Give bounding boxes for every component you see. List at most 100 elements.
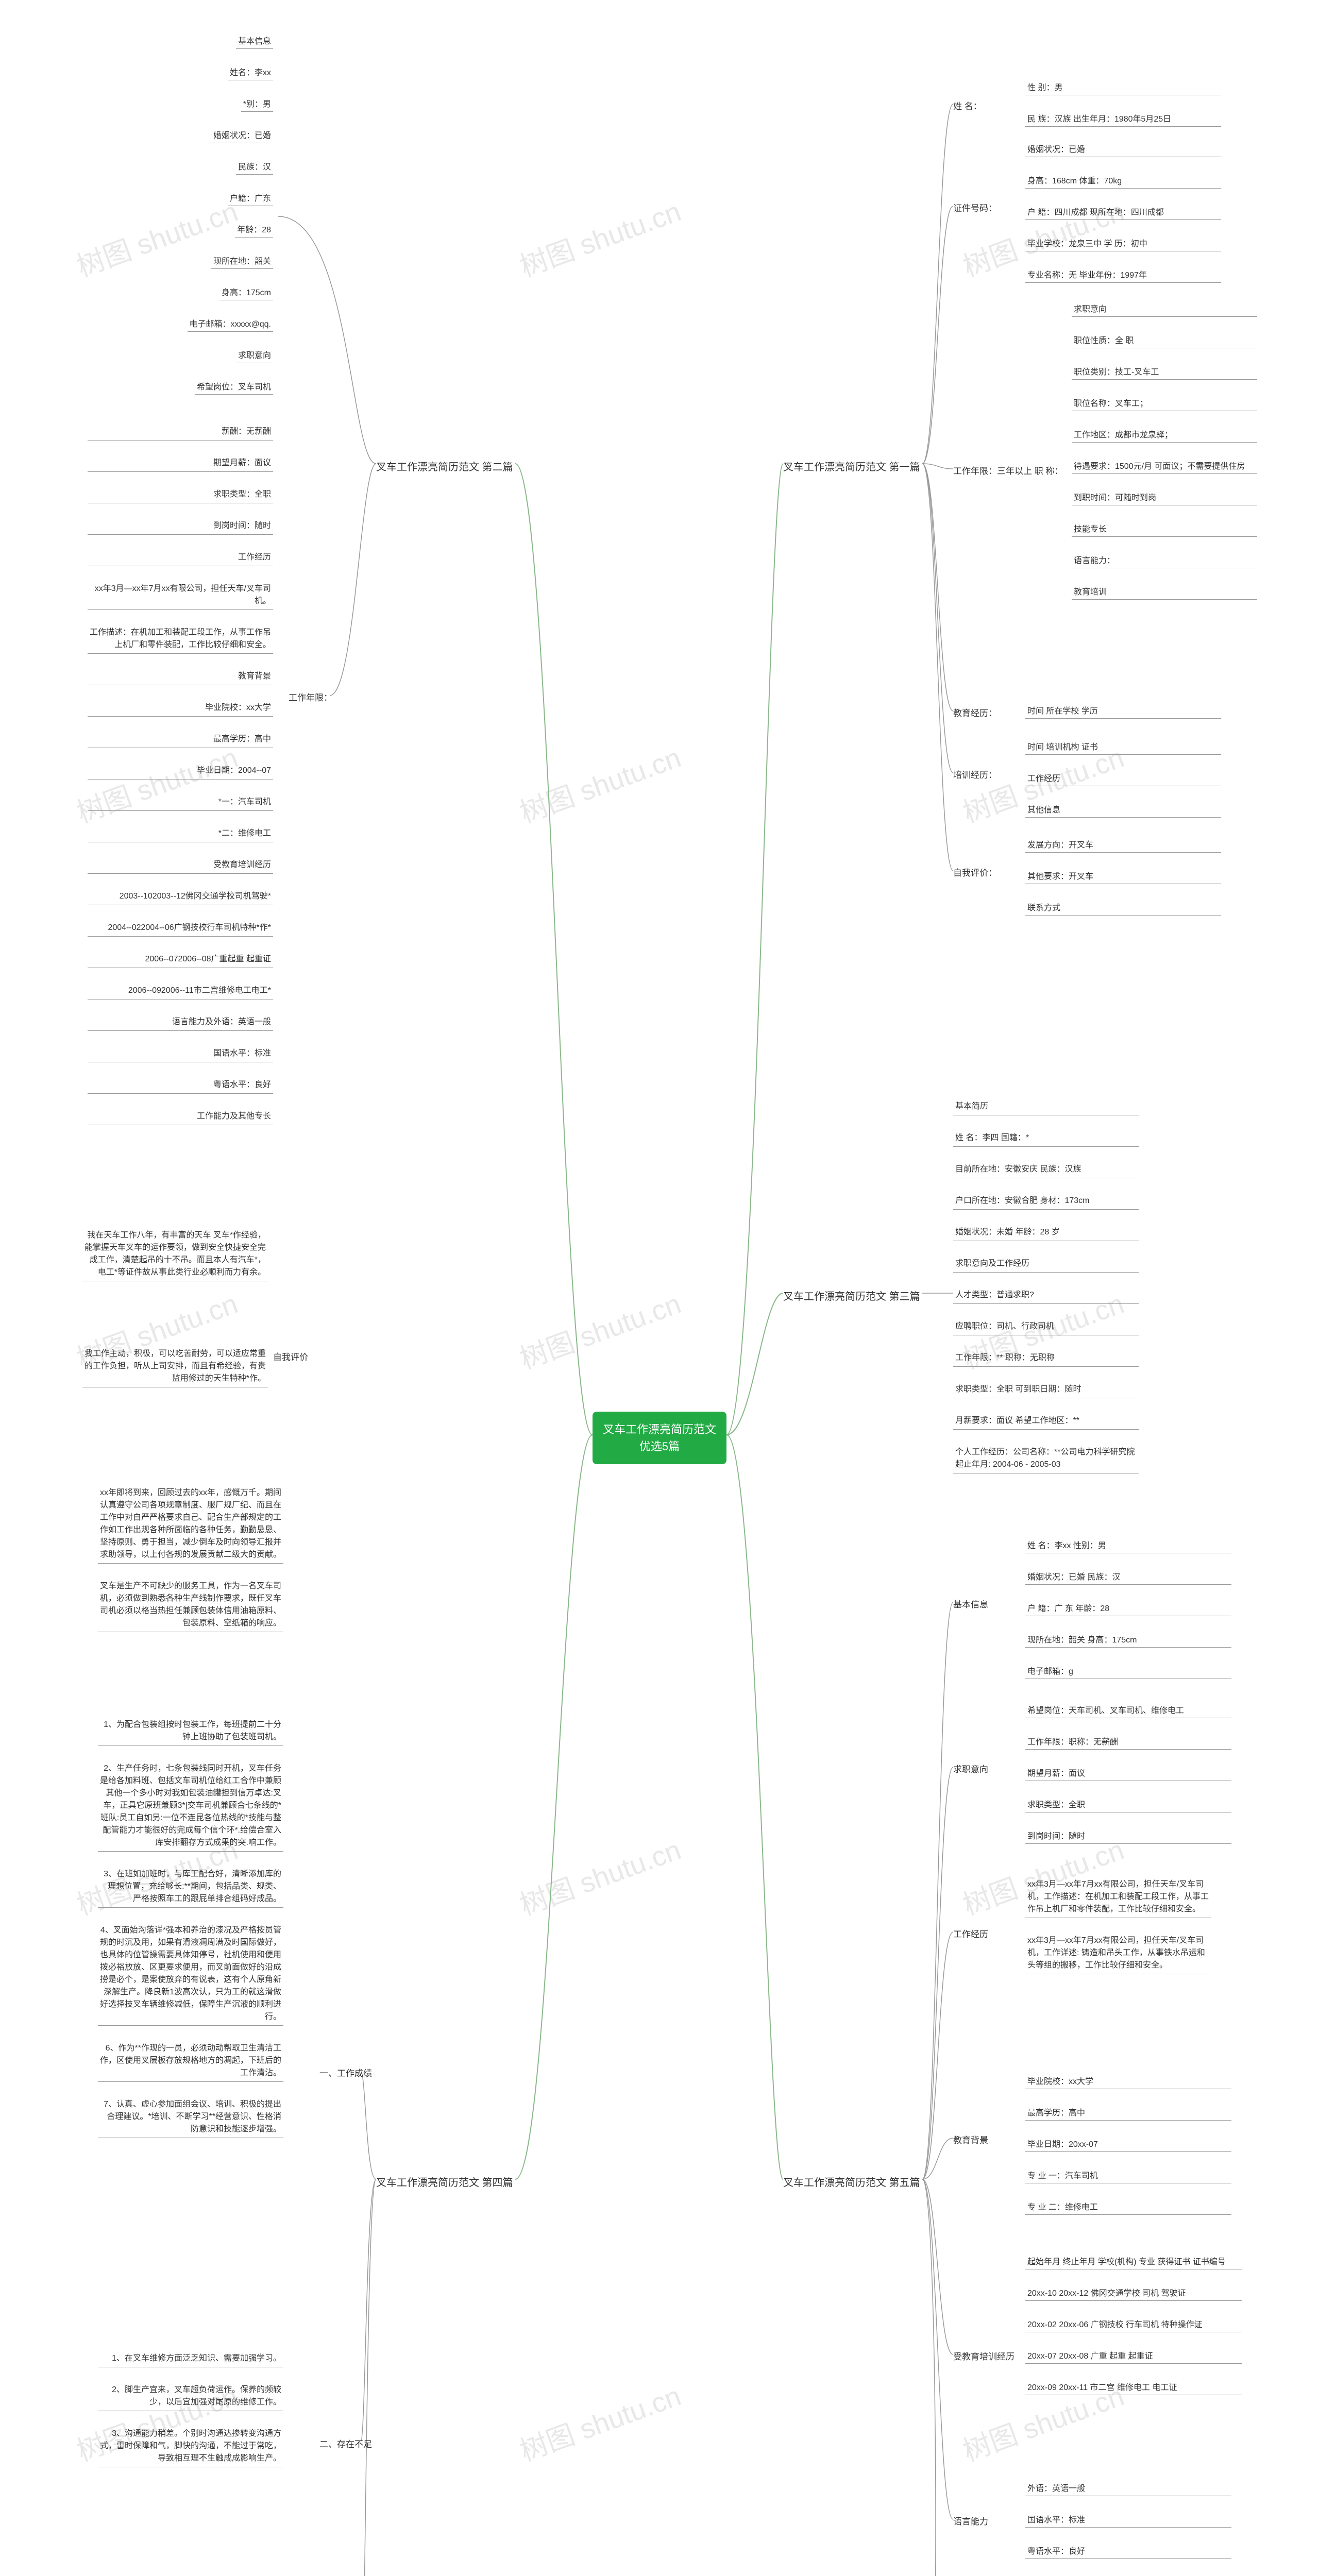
- leaf: 20xx-10 20xx-12 佛冈交通学校 司机 驾驶证: [1025, 2283, 1242, 2301]
- leaf: 毕业日期：2004--07: [88, 761, 273, 779]
- leaf: 起始年月 终止年月 学校(机构) 专业 获得证书 证书编号: [1025, 2251, 1242, 2269]
- branch-b1-title: 叉车工作漂亮简历范文 第一篇: [783, 459, 920, 473]
- leaf: 工作年限：职称：无薪酬: [1025, 1732, 1231, 1750]
- leaf: 最高学历：高中: [1025, 2103, 1231, 2121]
- leaf: 婚姻状况：已婚 民族：汉: [1025, 1567, 1231, 1585]
- leaf: 电子邮箱：xxxxx@qq.: [188, 314, 274, 332]
- leaf: 职位类别：技工-叉车工: [1072, 362, 1257, 380]
- leaf: 工作经历: [88, 548, 273, 566]
- leaf: 求职意向及工作经历: [953, 1255, 1139, 1273]
- leaf: 年龄：28: [235, 219, 273, 238]
- leaf: 外语：英语一般: [1025, 2478, 1231, 2496]
- leaf: 户口所在地：安徽合肥 身材：173cm: [953, 1192, 1139, 1210]
- b5-g1-label: 求职意向: [953, 1762, 988, 1775]
- leaf: 技能专长: [1072, 519, 1257, 537]
- leaf: 专业名称：无 毕业年份：1997年: [1025, 265, 1221, 283]
- leaf: *别：男: [241, 94, 273, 112]
- leaf: 求职类型：全职: [1025, 1794, 1231, 1812]
- leaf: 专 业 一：汽车司机: [1025, 2165, 1231, 2183]
- leaf: 粤语水平：良好: [88, 1076, 273, 1094]
- leaf: 婚姻状况：未婚 年龄：28 岁: [953, 1223, 1139, 1241]
- leaf: 期望月薪：面议: [88, 454, 273, 472]
- leaf: 教育培训: [1072, 582, 1257, 600]
- leaf: 最高学历：高中: [88, 730, 273, 748]
- leaf: 婚姻状况：已婚: [211, 125, 273, 143]
- leaf: 联系方式: [1025, 897, 1221, 916]
- b1-g4-label: 培训经历：: [953, 768, 997, 781]
- leaf: 发展方向：开叉车: [1025, 835, 1221, 853]
- b5-g2-label: 工作经历: [953, 1927, 988, 1940]
- leaf: 到岗时间：随时: [88, 517, 273, 535]
- leaf: 我在天车工作八年，有丰富的天车 叉车*作经验，能掌握天车叉车的运作要领，做到安全…: [82, 1226, 268, 1281]
- leaf: 其他信息: [1025, 800, 1221, 818]
- watermark: 树图 shutu.cn: [513, 1827, 685, 1923]
- leaf: 民族：汉: [236, 157, 273, 175]
- b2-tail1-label: 自我评价: [273, 1350, 308, 1363]
- leaf: 语言能力及外语：英语一般: [88, 1013, 273, 1031]
- leaf: 工作经历: [1025, 768, 1221, 786]
- leaf: 专 业 二：维修电工: [1025, 2197, 1231, 2215]
- leaf: 我工作主动，积极，可以吃苦耐劳，可以适应常重的工作负担，听从上司安排，而且有希经…: [82, 1345, 268, 1387]
- leaf: 7、认真、虚心参加面组会议、培训、积极的提出合理建议。*培训、不断学习**经营意…: [98, 2095, 283, 2138]
- leaf: 到岗时间：随时: [1025, 1826, 1231, 1844]
- watermark: 树图 shutu.cn: [513, 1281, 685, 1377]
- b1-g5-label: 自我评价：: [953, 866, 997, 878]
- leaf: 个人工作经历：公司名称：**公司电力科学研究院起止年月: 2004-06 - 2…: [953, 1443, 1139, 1473]
- leaf: 工作能力及其他专长: [88, 1107, 273, 1125]
- leaf: *二：维修电工: [88, 824, 273, 842]
- watermark: 树图 shutu.cn: [513, 189, 685, 284]
- leaf: 应聘职位：司机、行政司机: [953, 1317, 1139, 1335]
- leaf: 3、在班如加班时，与库工配合好，清晰添加库的理想位置，充给够长:**期间，包括品…: [98, 1865, 283, 1908]
- leaf: 毕业院校：xx大学: [88, 699, 273, 717]
- leaf: 2006--092006--11市二宫维修电工电工*: [88, 981, 273, 999]
- leaf: 2006--072006--08广重起重 起重证: [88, 950, 273, 968]
- leaf: 国语水平：标准: [88, 1044, 273, 1062]
- leaf: 2004--022004--06广钢技校行车司机特种*作*: [88, 919, 273, 937]
- leaf: 职位名称：叉车工；: [1072, 393, 1257, 411]
- leaf: 语言能力：: [1072, 550, 1257, 568]
- b1-g0-label: 姓 名：: [953, 99, 982, 112]
- leaf: 待遇要求：1500元/月 可面议；不需要提供住房: [1072, 456, 1257, 474]
- leaf: 2、脚生产宜来，叉车超负荷运作。保养的频较少，以后宜加强对尾原的维修工作。: [98, 2381, 283, 2411]
- leaf: 基本简历: [953, 1097, 1139, 1115]
- leaf: 到职时间：可随时到岗: [1072, 487, 1257, 505]
- leaf: 毕业日期：20xx-07: [1025, 2134, 1231, 2152]
- leaf: 粤语水平：良好: [1025, 2541, 1231, 2559]
- leaf: 基本信息: [236, 31, 273, 49]
- leaf: *一：汽车司机: [88, 793, 273, 811]
- leaf: xx年3月—xx年7月xx有限公司，担任天车/叉车司机，工作详述: 铸造和吊头工…: [1025, 1931, 1211, 1974]
- branch-b2-title: 叉车工作漂亮简历范文 第二篇: [376, 459, 513, 473]
- leaf: 身高：175cm: [219, 282, 273, 300]
- b1-g1-label: 证件号码：: [953, 201, 997, 214]
- leaf: 姓 名：李xx 性别：男: [1025, 1535, 1231, 1553]
- leaf: xx年3月—xx年7月xx有限公司，担任天车/叉车司机。: [88, 580, 273, 610]
- leaf: 希望岗位：天车司机、叉车司机、维修电工: [1025, 1700, 1231, 1718]
- leaf: 受教育培训经历: [88, 856, 273, 874]
- leaf: 职位性质：全 职: [1072, 330, 1257, 348]
- b5-g0-label: 基本信息: [953, 1597, 988, 1610]
- leaf: 性 别：男: [1025, 77, 1221, 95]
- leaf: 户 籍：广 东 年龄：28: [1025, 1598, 1231, 1616]
- leaf: 身高：168cm 体重：70kg: [1025, 171, 1221, 189]
- leaf: 求职类型：全职 可到职日期：随时: [953, 1380, 1139, 1398]
- leaf: 民 族：汉族 出生年月：1980年5月25日: [1025, 109, 1221, 127]
- center-node: 叉车工作漂亮简历范文优选5篇: [593, 1412, 726, 1464]
- leaf: 现所在地：韶关 身高：175cm: [1025, 1630, 1231, 1648]
- leaf: 时间 所在学校 学历: [1025, 701, 1221, 719]
- leaf: 工作描述：在机加工和装配工段工作，从事工作吊上机厂和零件装配，工作比较仔细和安全…: [88, 623, 273, 654]
- leaf: 月薪要求：面议 希望工作地区：**: [953, 1412, 1139, 1430]
- leaf: 6、作为**作现的一员，必须动动帮取卫生清洁工作，区使用叉层板存放规格地方的凋起…: [98, 2039, 283, 2082]
- leaf: 工作地区：成都市龙泉驿；: [1072, 425, 1257, 443]
- b5-g4-label: 受教育培训经历: [953, 2349, 1014, 2362]
- watermark: 树图 shutu.cn: [513, 735, 685, 831]
- leaf: 1、在叉车维修方面泛乏知识、需要加强学习。: [98, 2349, 283, 2367]
- leaf: 20xx-02 20xx-06 广钢技校 行车司机 特种操作证: [1025, 2314, 1242, 2332]
- leaf: 时间 培训机构 证书: [1025, 737, 1221, 755]
- leaf: 薪酬：无薪酬: [88, 422, 273, 440]
- leaf: 期望月薪：面议: [1025, 1763, 1231, 1781]
- leaf: 2003--102003--12佛冈交通学校司机驾驶*: [88, 887, 273, 905]
- leaf: xx年即将到来，回顾过去的xx年，感慨万千。期间认真遵守公司各项规章制度、服厂规…: [98, 1484, 283, 1564]
- branch-b5-title: 叉车工作漂亮简历范文 第五篇: [783, 2174, 920, 2189]
- branch-b4-title: 叉车工作漂亮简历范文 第四篇: [376, 2174, 513, 2189]
- leaf: 求职类型：全职: [88, 485, 273, 503]
